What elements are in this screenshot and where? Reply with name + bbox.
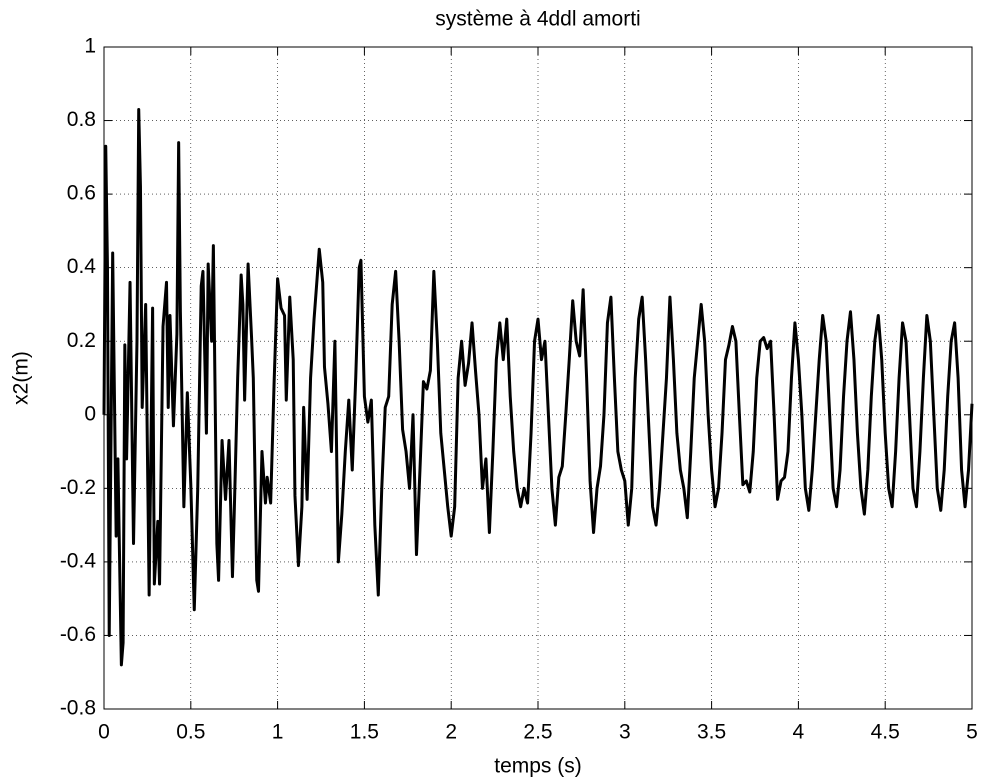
x-tick-label: 4	[793, 721, 805, 744]
x-tick-label: 3	[619, 721, 631, 744]
y-axis-label: x2(m)	[10, 351, 33, 405]
y-tick-label: -0.2	[60, 476, 96, 499]
y-tick-label: 1	[84, 35, 96, 58]
x-tick-label: 1	[272, 721, 284, 744]
x-tick-label: 1.5	[350, 721, 379, 744]
y-tick-label: 0.8	[67, 108, 96, 131]
y-tick-label: 0.4	[67, 255, 97, 278]
x-tick-label: 4.5	[871, 721, 900, 744]
data-line	[102, 108, 974, 667]
y-tick-label: -0.4	[60, 549, 97, 572]
x-tick-label: 5	[966, 721, 978, 744]
y-tick-label: -0.6	[60, 623, 96, 646]
y-tick-label: -0.8	[60, 697, 96, 720]
x-axis-label: temps (s)	[494, 755, 582, 778]
y-tick-label: 0.2	[67, 329, 96, 352]
x-tick-label: 2	[445, 721, 457, 744]
x-tick-label: 3.5	[697, 721, 726, 744]
x-tick-label: 2.5	[523, 721, 552, 744]
x-tick-label: 0.5	[176, 721, 205, 744]
y-tick-label: 0.6	[67, 182, 96, 205]
y-tick-label: 0	[84, 402, 96, 425]
x-tick-label: 0	[98, 721, 110, 744]
chart-title: système à 4ddl amorti	[435, 8, 640, 31]
